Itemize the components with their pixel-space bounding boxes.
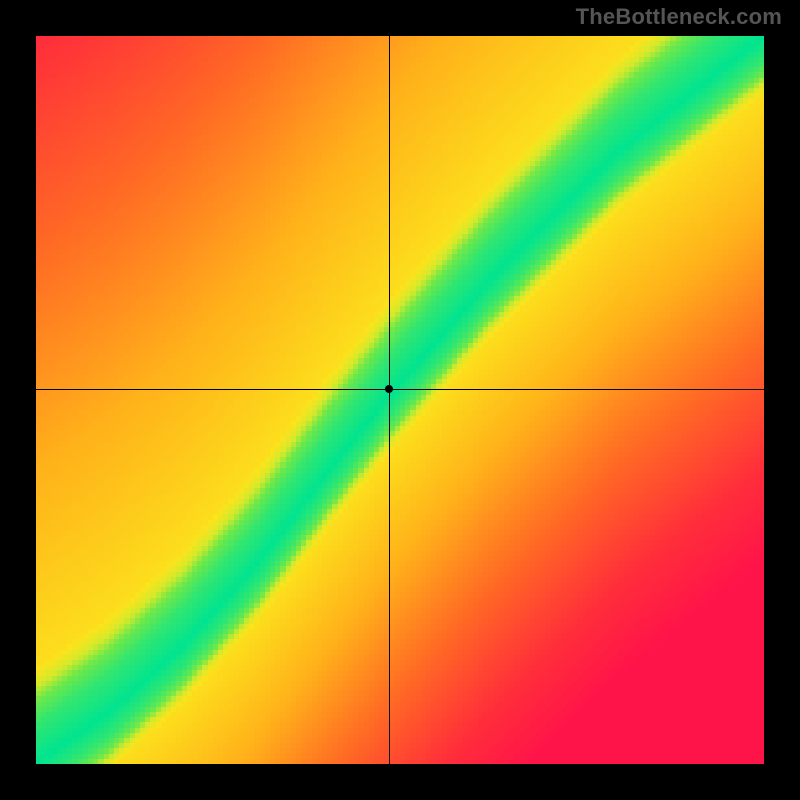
- chart-container: TheBottleneck.com: [0, 0, 800, 800]
- crosshair-vertical: [389, 36, 390, 764]
- heatmap-plot: [36, 36, 764, 764]
- watermark-text: TheBottleneck.com: [576, 4, 782, 30]
- heatmap-canvas: [36, 36, 764, 764]
- crosshair-horizontal: [36, 389, 764, 390]
